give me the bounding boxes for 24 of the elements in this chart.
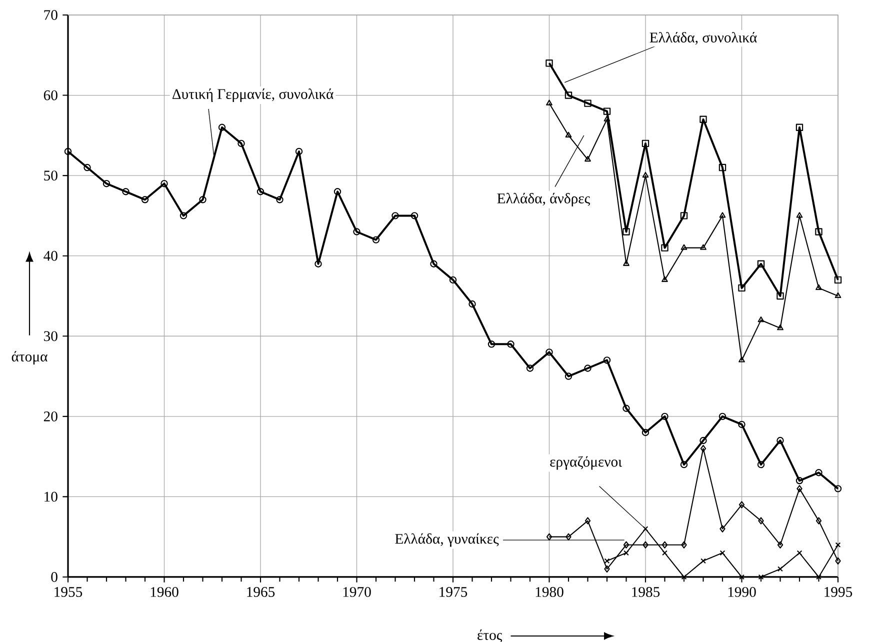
- x-tick-label: 1955: [54, 587, 82, 597]
- y-tick-label: 40: [44, 250, 58, 261]
- x-axis-title: έτος: [478, 630, 502, 642]
- text: Ελλάδα, γυναίκες: [395, 533, 499, 547]
- x-tick-label: 1985: [632, 587, 660, 597]
- x-tick-label: 1980: [536, 587, 564, 597]
- y-tick-label: 50: [44, 170, 58, 181]
- text: εργαζόμενοι: [550, 456, 622, 470]
- y-tick-label: 30: [44, 331, 58, 342]
- series-label: Ελλάδα, άνδρες: [497, 192, 590, 206]
- x-tick-label: 1975: [440, 587, 468, 597]
- y-tick-label: 70: [44, 10, 58, 20]
- x-tick-label: 1960: [150, 587, 178, 597]
- text: Ελλάδα, συνολικά: [650, 32, 757, 45]
- y-tick-label: 60: [44, 90, 58, 100]
- x-tick-label: 1990: [728, 587, 756, 597]
- y-tick-label: 10: [44, 492, 58, 502]
- y-tick-label: 20: [44, 411, 58, 422]
- y-axis-title: άτομα: [12, 351, 48, 365]
- x-tick-label: 1995: [824, 587, 852, 597]
- x-tick-label: 1970: [343, 587, 371, 597]
- text: Δυτική Γερμανίε, συνολικά: [172, 88, 334, 102]
- y-tick-label: 0: [51, 572, 58, 582]
- x-tick-label: 1965: [247, 587, 275, 597]
